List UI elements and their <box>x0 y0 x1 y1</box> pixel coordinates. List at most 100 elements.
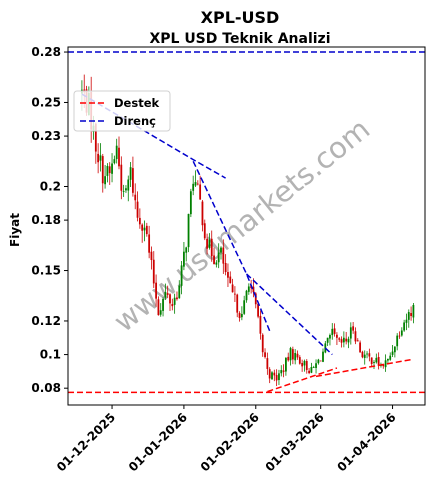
candle-body <box>252 286 255 293</box>
candle-body <box>111 163 113 174</box>
candle-body <box>264 352 266 358</box>
candle-body <box>398 335 401 337</box>
support-trendline <box>267 367 338 393</box>
candle-body <box>215 262 218 265</box>
candle-body <box>217 252 220 263</box>
candle-body <box>145 225 148 235</box>
candle-body <box>326 337 329 343</box>
candle-body <box>254 293 257 305</box>
candle-body <box>213 255 215 265</box>
legend-label: Direnç <box>114 114 156 128</box>
candle-body <box>240 313 243 318</box>
y-tick-label: 0.25 <box>31 95 61 109</box>
candle-body <box>152 259 155 284</box>
candle-body <box>275 375 278 381</box>
candle-body <box>373 362 375 363</box>
candle-body <box>94 123 97 152</box>
candle-body <box>338 338 341 340</box>
candle-body <box>296 353 299 358</box>
candle-body <box>245 290 248 301</box>
candle-body <box>287 356 290 361</box>
y-tick-label: 0.2 <box>40 180 61 194</box>
legend: Destek Direnç <box>73 90 171 132</box>
candle-body <box>224 262 227 273</box>
candle-body <box>278 373 280 381</box>
candle-body <box>148 234 151 253</box>
candle-body <box>208 239 211 248</box>
candle-body <box>363 354 366 358</box>
candle-body <box>155 282 157 299</box>
support-resistance-lines <box>68 51 425 394</box>
y-tick-label: 0.1 <box>40 348 61 362</box>
candle-body <box>301 362 304 367</box>
resistance-trendline <box>245 273 333 356</box>
candle-body <box>268 369 271 379</box>
candle-body <box>336 334 338 338</box>
candle-body <box>129 167 132 180</box>
y-axis: 0.08 0.1 0.12 0.15 0.18 0.2 0.23 0.25 0.28 <box>31 45 68 395</box>
candle-body <box>317 359 320 364</box>
candle-body <box>356 340 359 342</box>
candle-body <box>115 145 118 159</box>
candle-body <box>222 247 225 264</box>
x-tick-label: 01-01-2026 <box>126 410 190 474</box>
candle-body <box>266 358 269 369</box>
watermark: www.usdmarkets.com <box>107 112 376 339</box>
candle-body <box>227 272 229 278</box>
candle-body <box>310 367 313 373</box>
candle-body <box>331 328 334 336</box>
candle-body <box>210 238 213 257</box>
candle-body <box>162 298 164 311</box>
candle-body <box>377 356 380 366</box>
candle-body <box>113 159 116 164</box>
y-tick-label: 0.12 <box>31 314 61 328</box>
candle-body <box>349 327 352 339</box>
candle-body <box>354 331 357 342</box>
candle-body <box>391 351 394 355</box>
candle-body <box>236 294 239 313</box>
chart-subtitle: XPL USD Teknik Analizi <box>149 31 330 47</box>
candle-body <box>201 201 204 226</box>
candle-body <box>196 183 199 185</box>
candle-body <box>189 191 192 215</box>
candle-body <box>169 294 171 304</box>
candle-body <box>257 303 259 317</box>
candle-body <box>329 335 331 339</box>
candle-body <box>104 176 106 185</box>
candle-body <box>259 315 262 334</box>
support-trendline <box>315 358 412 378</box>
candle-body <box>303 360 306 366</box>
candle-body <box>132 168 134 193</box>
candle-body <box>122 191 125 192</box>
candle-body <box>261 334 264 353</box>
candle-body <box>138 217 141 225</box>
candle-body <box>164 292 167 298</box>
plot-frame <box>67 46 426 406</box>
candle-body <box>333 328 336 334</box>
resistance-trendline <box>81 93 226 179</box>
candle-body <box>370 357 373 364</box>
candle-body <box>342 337 345 343</box>
candle-body <box>271 372 273 380</box>
candle-body <box>127 179 130 191</box>
x-tick-label: 01-03-2026 <box>263 410 327 474</box>
candle-body <box>280 370 283 374</box>
candle-body <box>340 339 343 343</box>
candle-body <box>273 372 276 376</box>
candle-body <box>141 224 144 231</box>
candle-body <box>180 265 183 286</box>
legend-label: Destek <box>114 96 159 110</box>
candle-body <box>312 367 315 368</box>
y-tick-label: 0.28 <box>31 45 61 59</box>
candle-body <box>206 238 208 249</box>
candle-body <box>410 313 412 317</box>
candle-body <box>101 156 104 184</box>
candle-body <box>389 355 392 360</box>
y-tick-label: 0.18 <box>31 213 61 227</box>
candle-body <box>315 363 317 368</box>
candle-body <box>400 330 403 336</box>
candle-body <box>247 286 250 292</box>
x-tick-label: 01-02-2026 <box>198 410 262 474</box>
candle-body <box>375 357 378 363</box>
candle-body <box>403 322 406 331</box>
